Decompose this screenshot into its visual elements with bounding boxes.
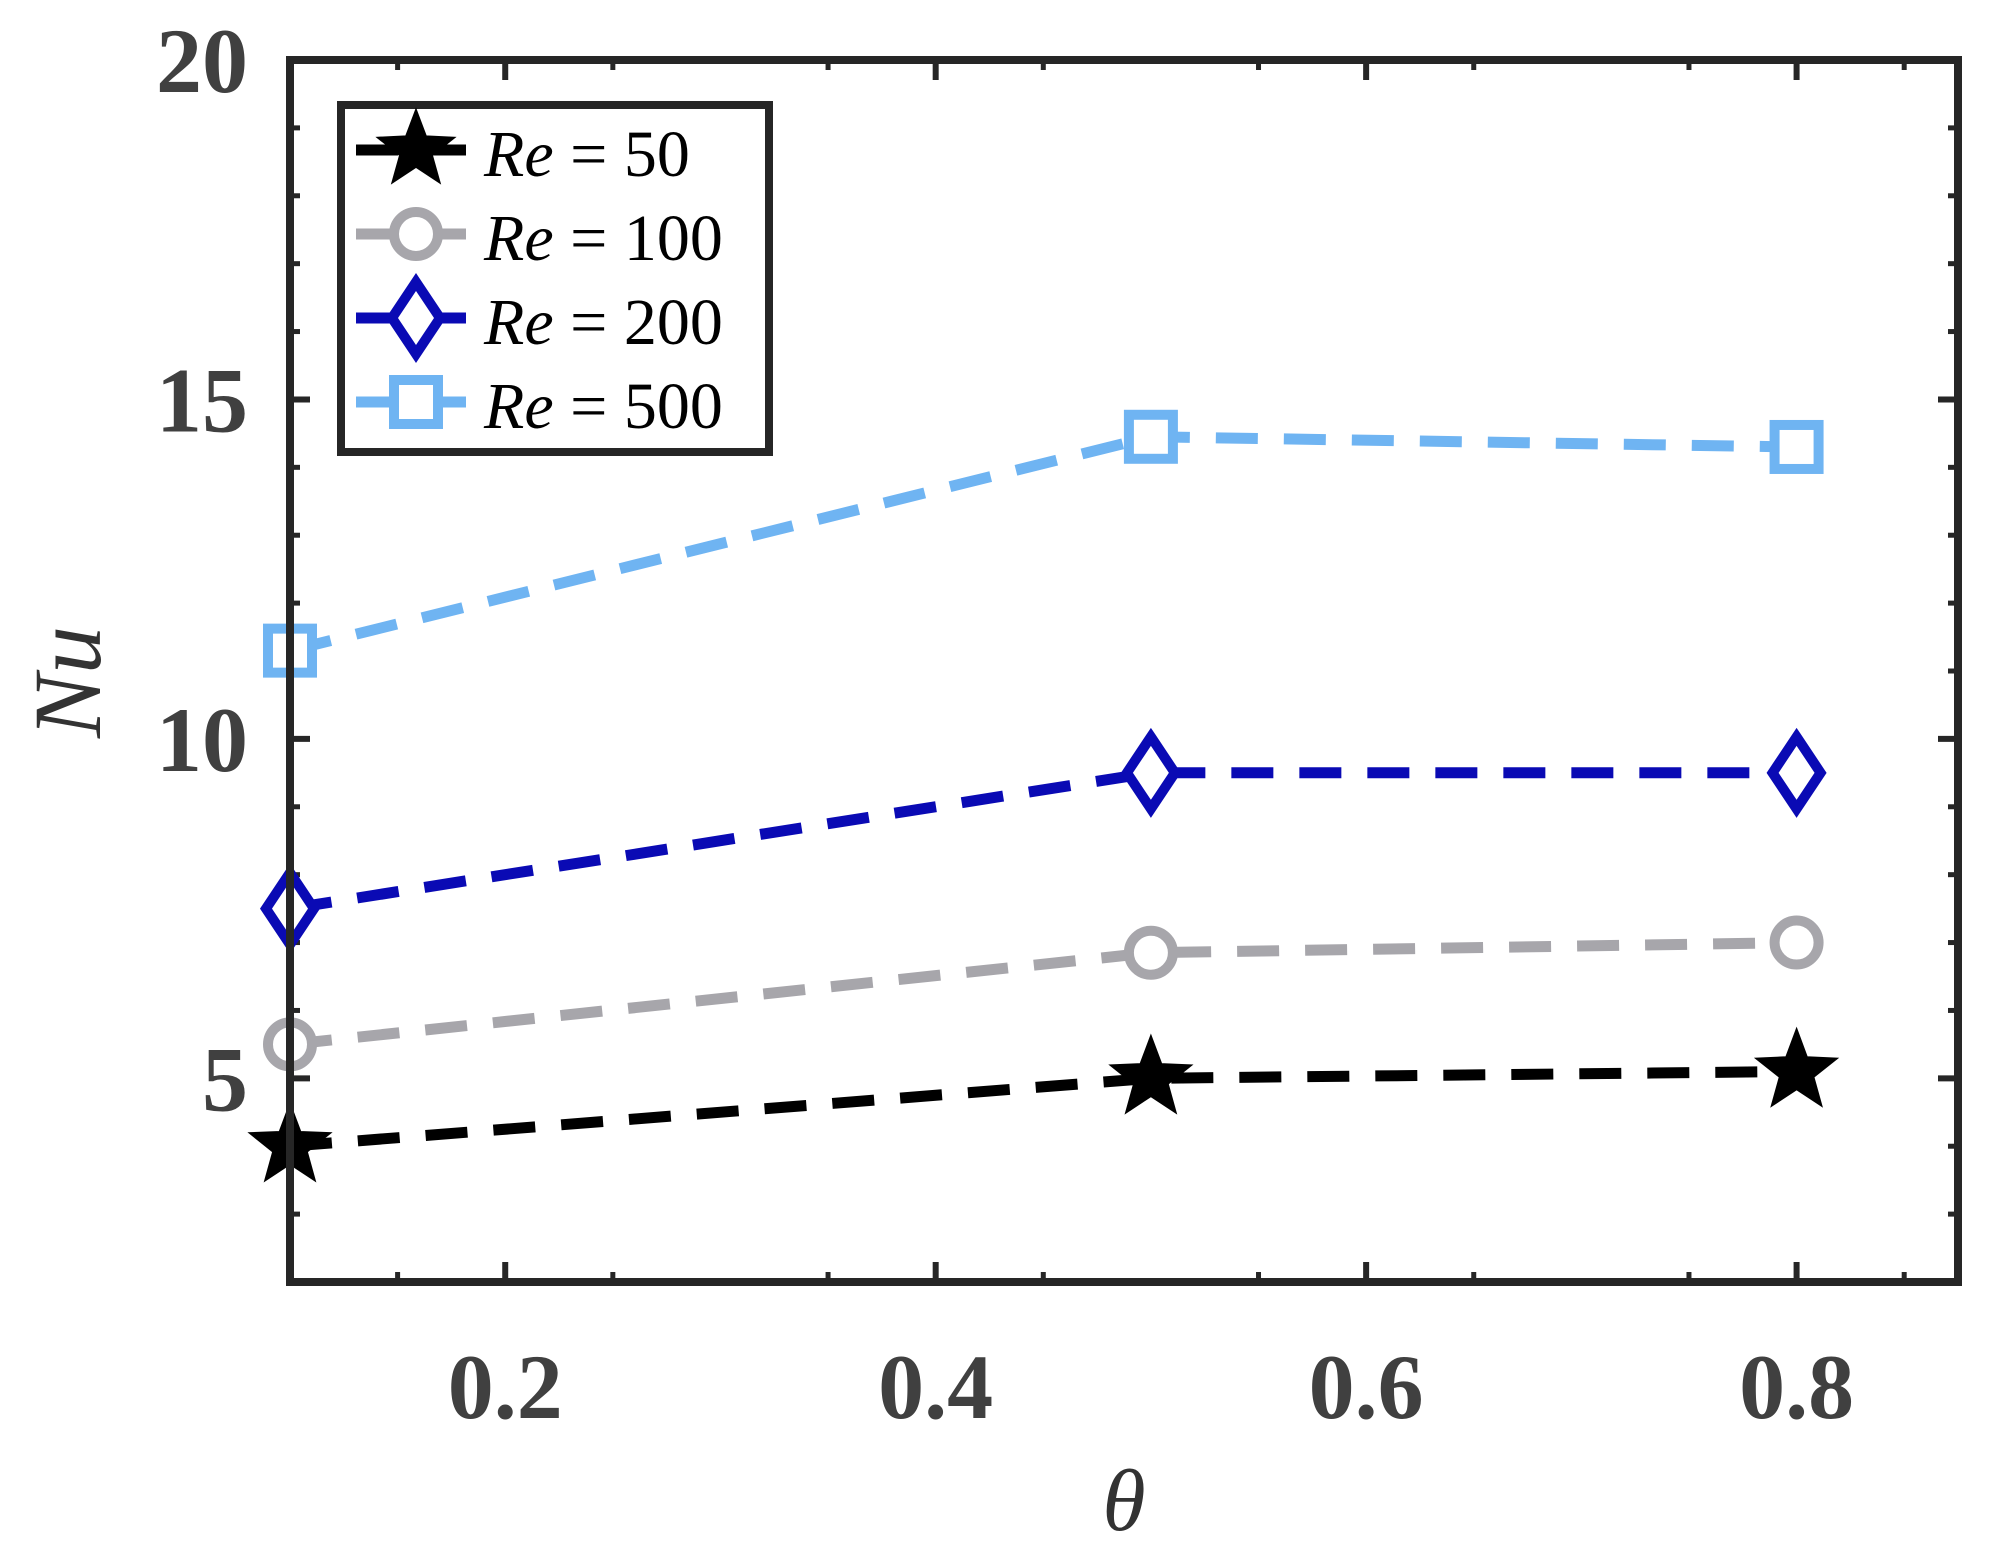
series-500 (263, 409, 1824, 678)
legend-entry-500: Re = 500 (356, 370, 723, 443)
x-axis-label: θ (1102, 1453, 1145, 1550)
legend-value: = 50 (554, 118, 690, 191)
x-tick-label: 0.2 (448, 1336, 563, 1438)
legend-label: Re = 50 (483, 118, 690, 191)
series-100 (263, 915, 1824, 1072)
data-point-circle (1123, 925, 1178, 980)
legend-marker-square (389, 375, 443, 429)
y-tick-label: 20 (156, 10, 248, 112)
data-point-star (1753, 1026, 1840, 1108)
data-point-square (1769, 419, 1824, 474)
data-point-circle (1769, 915, 1824, 970)
legend-entry-100: Re = 100 (356, 202, 723, 275)
series-line (288, 431, 1797, 656)
legend-variable: Re (483, 118, 554, 191)
series-200 (259, 727, 1827, 954)
y-tick-label: 15 (156, 349, 248, 451)
series-line (289, 937, 1797, 1050)
data-point-diamond (1120, 727, 1181, 818)
legend-marker-circle (389, 207, 443, 261)
tick-labels: 0.2 0.4 0.6 0.8 5 10 15 20 (156, 10, 1854, 1438)
legend-variable: Re (483, 370, 554, 443)
series-line (289, 767, 1797, 915)
y-tick-label: 5 (202, 1028, 248, 1130)
legend-value: = 100 (554, 202, 723, 275)
legend-variable: Re (483, 202, 554, 275)
y-axis-label: Nu (14, 626, 121, 739)
legend-marker-diamond (385, 272, 447, 364)
legend-label: Re = 200 (483, 286, 723, 359)
legend-marker-star (375, 107, 457, 185)
legend-value: = 200 (554, 286, 723, 359)
series-50 (247, 1026, 1840, 1183)
data-point-diamond (1766, 727, 1827, 818)
x-tick-label: 0.8 (1739, 1336, 1854, 1438)
series-layer (247, 409, 1840, 1183)
legend-entry-50: Re = 50 (356, 107, 690, 191)
data-point-star (1108, 1033, 1194, 1115)
plot-frame (286, 56, 1962, 1286)
series-line (289, 1066, 1797, 1152)
legend-label: Re = 100 (483, 202, 723, 275)
legend-variable: Re (483, 286, 554, 359)
legend-entry-200: Re = 200 (356, 272, 723, 364)
legend-value: = 500 (554, 370, 723, 443)
x-tick-label: 0.6 (1309, 1336, 1424, 1438)
legend-label: Re = 500 (483, 370, 723, 443)
x-tick-label: 0.4 (878, 1336, 993, 1438)
y-tick-label: 10 (156, 689, 248, 791)
data-point-square (1123, 409, 1178, 464)
